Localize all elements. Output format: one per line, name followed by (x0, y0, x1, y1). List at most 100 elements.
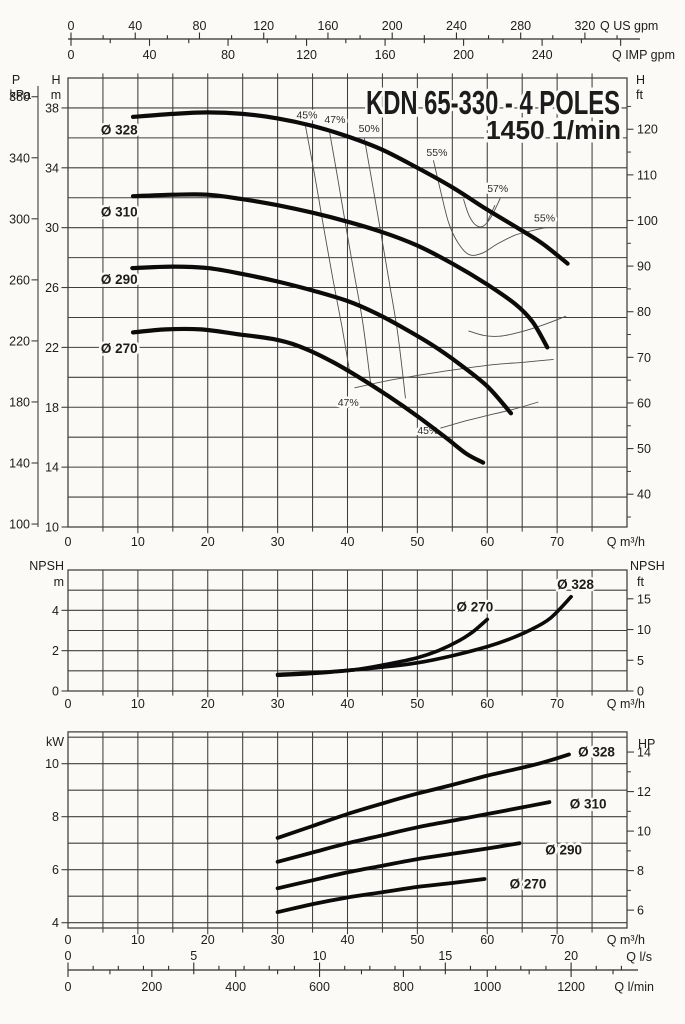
axis-tick-label: 40 (637, 488, 651, 502)
efficiency-line (463, 197, 501, 228)
efficiency-label: 47% (324, 114, 345, 126)
axis-tick-label: 15 (438, 949, 452, 963)
axis-tick-label: 160 (375, 48, 396, 62)
series-label: Ø 270 (457, 599, 494, 614)
head-axis-unit-m: m (51, 88, 61, 102)
power-flow-chart: 0 10 20 30 40 50 60 70 10 8 6 4 14 12 10 8 6 Ø 328 Ø 310 Ø … (45, 731, 651, 947)
axis-tick-label: 20 (201, 697, 215, 711)
axis-tick-label: 0 (65, 535, 72, 549)
series-label: Ø 310 (570, 797, 607, 812)
impeller-curve (275, 877, 487, 914)
axis-tick-label: 110 (637, 168, 657, 182)
power-header-kw: kW (46, 735, 64, 749)
axis-tick-label: 50 (410, 697, 424, 711)
axis-tick-label: 80 (221, 48, 235, 62)
axis-tick-label: 0 (68, 19, 75, 33)
axis-tick-label: 140 (9, 457, 30, 471)
axis-tick-label: 8 (637, 864, 644, 878)
axis-tick-label: 34 (45, 161, 59, 175)
npsh-header-right-unit: ft (637, 575, 644, 589)
axis-tick-label: 40 (341, 697, 355, 711)
head-x-unit-label: Q m³/h (607, 535, 645, 549)
axis-tick-label: 280 (510, 19, 531, 33)
chart-title: KDN 65-330 - 4 POLES (366, 84, 620, 121)
axis-tick-label: 600 (309, 980, 330, 994)
series-label: Ø 270 (101, 341, 138, 356)
axis-tick-label: 100 (9, 518, 30, 532)
impeller-curve (275, 595, 573, 677)
axis-tick-label: 10 (131, 697, 145, 711)
axis-tick-label: 30 (271, 697, 285, 711)
axis-tick-label: 60 (480, 535, 494, 549)
axis-tick-label: 10 (131, 535, 145, 549)
axis-tick-label: 220 (9, 334, 30, 348)
series-label: Ø 328 (557, 577, 594, 592)
efficiency-label: 47% (338, 397, 359, 409)
npsh-x-unit-label: Q m³/h (607, 697, 645, 711)
axis-tick-label: 2 (52, 644, 59, 658)
series-label: Ø 328 (578, 745, 615, 760)
axis-tick-label: 120 (296, 48, 317, 62)
impeller-curve (130, 192, 550, 350)
impeller-curve (130, 110, 570, 266)
axis-tick-label: 20 (201, 933, 215, 947)
axis-tick-label: 0 (65, 933, 72, 947)
axis-tick-label: 380 (9, 90, 30, 104)
efficiency-line (440, 401, 539, 429)
series-label: Ø 328 (101, 122, 138, 137)
power-header-hp: HP (638, 737, 655, 751)
axis-tick-label: 0 (65, 980, 72, 994)
efficiency-line (354, 358, 554, 389)
axis-tick-label: 100 (637, 214, 658, 228)
axis-tick-label: 260 (9, 273, 30, 287)
axis-tick-label: 20 (564, 949, 578, 963)
head-axis-symbol-right: H (636, 73, 645, 87)
axis-tick-label: 38 (45, 101, 59, 115)
axis-tick-label: 70 (550, 697, 564, 711)
axis-tick-label: 50 (637, 442, 651, 456)
axis-tick-label: 70 (550, 535, 564, 549)
pressure-axis-unit: kPa (9, 88, 31, 102)
head-axis-unit-ft: ft (636, 88, 643, 102)
axis-tick-label: 0 (52, 685, 59, 699)
efficiency-label: 50% (359, 123, 380, 135)
axis-tick-label: 70 (550, 933, 564, 947)
head-flow-chart: 0 10 20 30 40 50 60 70 38 34 30 26 22 18 14 10 380 340 300… (9, 73, 658, 549)
axis-tick-label: 200 (141, 980, 162, 994)
axis-tick-label: 70 (637, 351, 651, 365)
q-lmin-unit-label: Q l/min (614, 980, 654, 994)
q-imp-gpm-label: Q IMP gpm (612, 48, 675, 62)
npsh-header-right: NPSH (630, 559, 665, 573)
axis-tick-label: 240 (446, 19, 467, 33)
axis-tick-label: 0 (65, 949, 72, 963)
axis-tick-label: 6 (637, 904, 644, 918)
axis-tick-label: 0 (65, 697, 72, 711)
axis-tick-label: 80 (193, 19, 207, 33)
axis-tick-label: 180 (9, 395, 30, 409)
axis-tick-label: 18 (45, 401, 59, 415)
axis-tick-label: 5 (637, 654, 644, 668)
axis-tick-label: 14 (45, 461, 59, 475)
series-label: Ø 270 (510, 877, 547, 892)
impeller-curve (275, 841, 522, 891)
axis-tick-label: 50 (410, 933, 424, 947)
axis-tick-label: 60 (480, 933, 494, 947)
axis-tick-label: 40 (143, 48, 157, 62)
axis-tick-label: 200 (453, 48, 474, 62)
axis-tick-label: 10 (45, 521, 59, 535)
q-ls-unit-label: Q l/s (626, 950, 652, 964)
axis-tick-label: 26 (45, 281, 59, 295)
axis-tick-label: 300 (9, 212, 30, 226)
axis-tick-label: 400 (225, 980, 246, 994)
efficiency-label: 55% (426, 147, 447, 159)
series-label: Ø 290 (101, 272, 138, 287)
axis-tick-label: 90 (637, 260, 651, 274)
series-label: Ø 310 (101, 205, 138, 220)
axis-tick-label: 30 (45, 221, 59, 235)
axis-tick-label: 160 (318, 19, 339, 33)
q-us-gpm-label: Q US gpm (600, 19, 658, 33)
axis-tick-label: 1200 (557, 980, 585, 994)
